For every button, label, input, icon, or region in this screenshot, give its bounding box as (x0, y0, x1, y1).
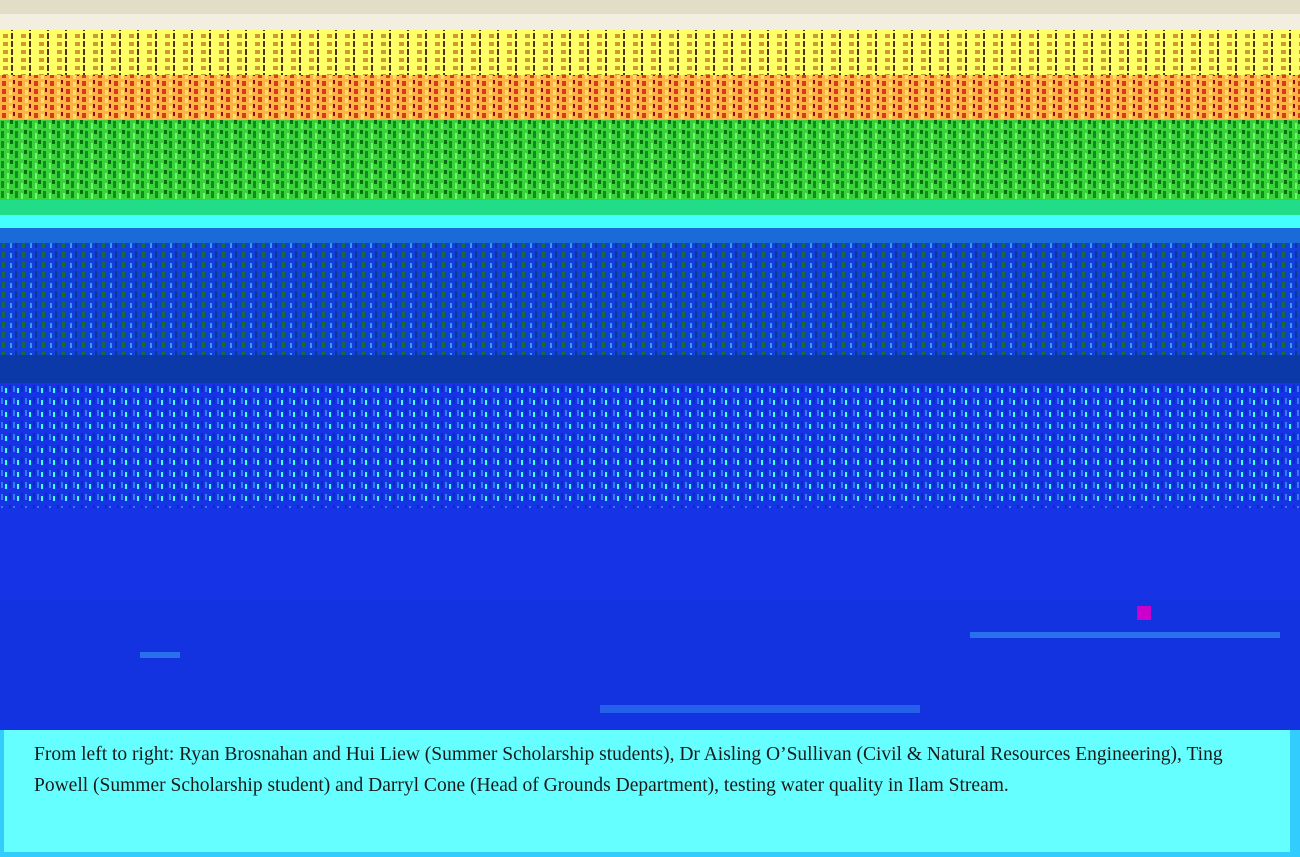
photo-caption: From left to right: Ryan Brosnahan and H… (34, 744, 1223, 796)
caption-box: From left to right: Ryan Brosnahan and H… (4, 730, 1290, 852)
